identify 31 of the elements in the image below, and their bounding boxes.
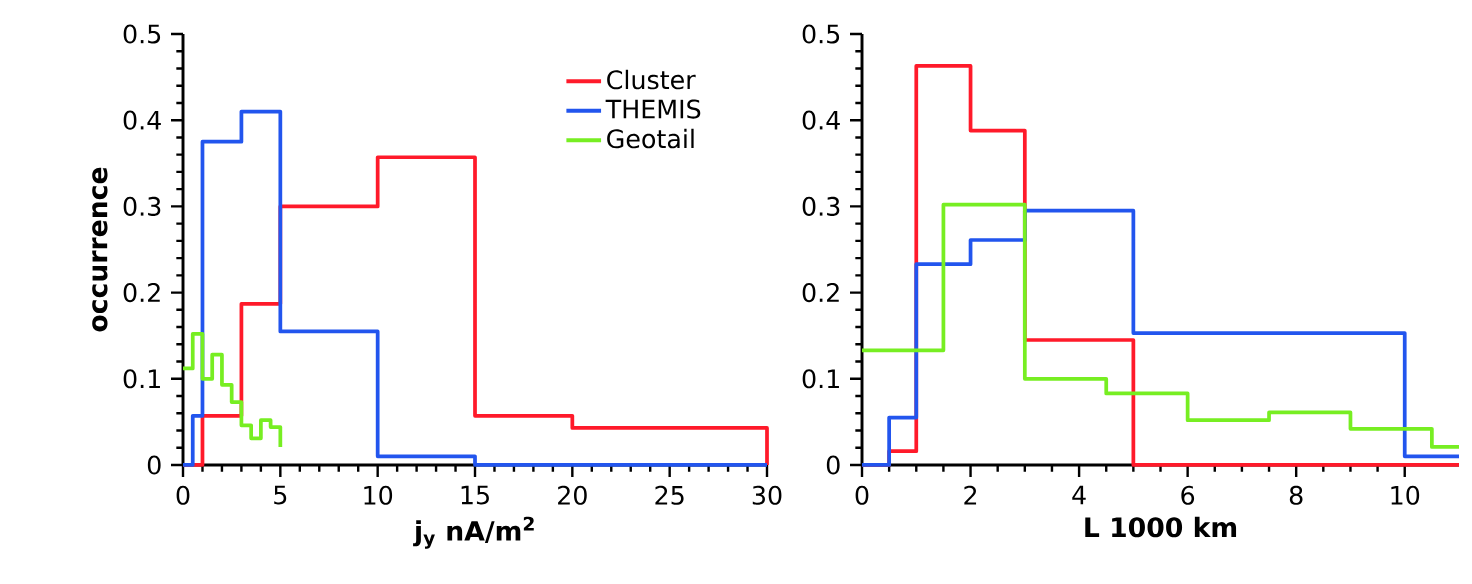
y-tick-label: 0.1	[802, 369, 839, 389]
x-axis-title: L 1000 km	[1085, 516, 1237, 538]
x-tick-label: 25	[655, 485, 684, 505]
legend-label: THEMIS	[605, 99, 701, 119]
y-tick-label: 0	[147, 455, 161, 475]
x-tick-label: 0	[176, 485, 190, 505]
x-tick-label: 30	[752, 485, 782, 505]
x-tick-label: 10	[364, 485, 393, 505]
y-tick-label: 0.4	[123, 110, 161, 130]
y-axis-title: occurrence	[92, 167, 108, 332]
x-tick-label: 4	[1072, 485, 1086, 505]
legend-label: Cluster	[607, 69, 696, 90]
x-tick-label: 20	[558, 485, 587, 505]
x-axis-title: j$_{y}$ nA/m$^{2}$	[413, 516, 534, 549]
x-tick-label: 5	[274, 485, 287, 505]
y-tick-label: 0.4	[802, 110, 840, 130]
y-tick-label: 0	[826, 455, 840, 475]
y-tick-label: 0.3	[123, 196, 161, 216]
legend-label: Geotail	[607, 128, 694, 149]
x-tick-label: 0	[855, 485, 869, 505]
x-tick-label: 8	[1289, 485, 1303, 505]
x-tick-label: 6	[1181, 485, 1195, 505]
x-tick-label: 10	[1391, 485, 1420, 505]
y-tick-label: 0.1	[123, 369, 160, 389]
x-tick-label: 15	[461, 485, 489, 505]
y-tick-label: 0.2	[123, 283, 160, 303]
y-tick-label: 0.3	[802, 196, 840, 216]
y-tick-label: 0.5	[802, 24, 840, 44]
x-tick-label: 2	[964, 485, 977, 505]
y-tick-label: 0.5	[123, 24, 161, 44]
y-tick-label: 0.2	[802, 283, 839, 303]
